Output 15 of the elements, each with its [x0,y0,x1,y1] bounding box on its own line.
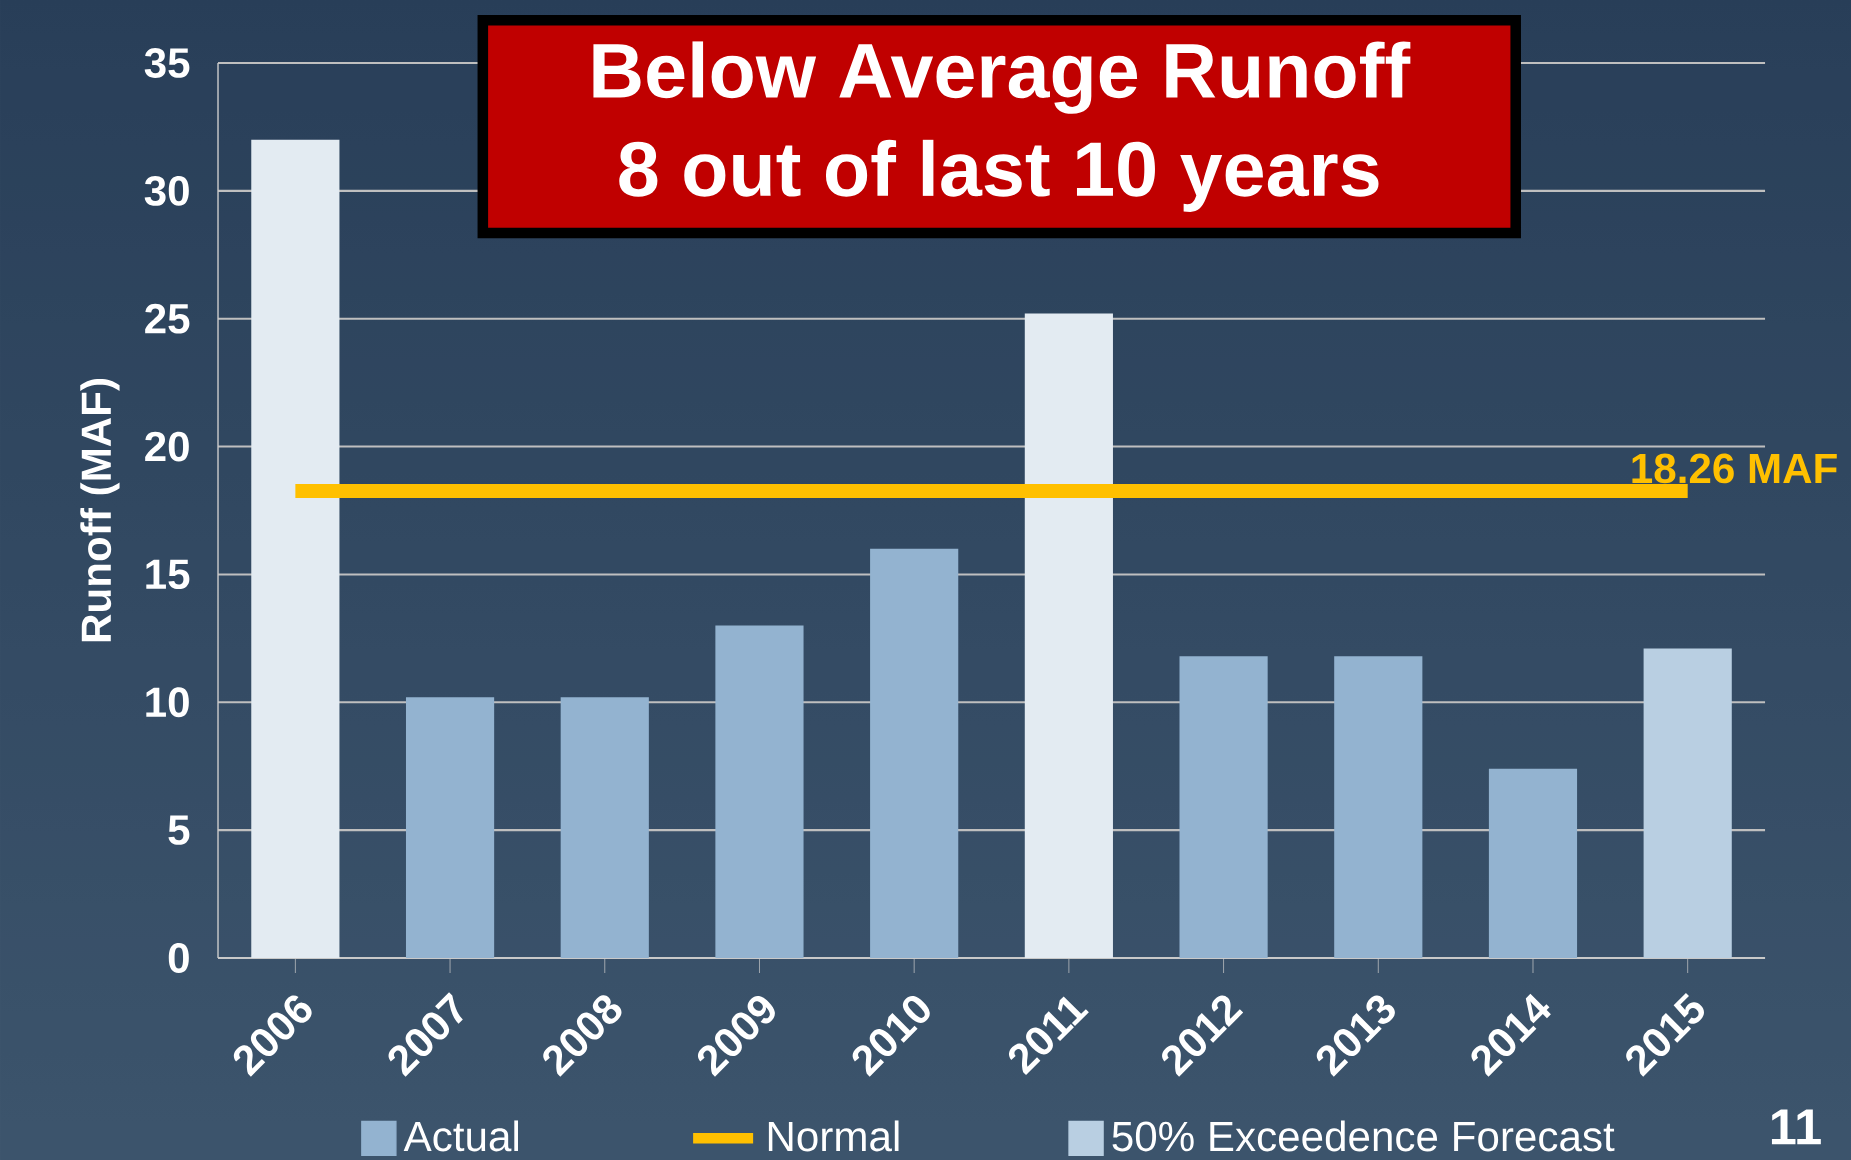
annotation: 18.26 MAF [1632,453,1837,484]
y-tick-label: 25 [145,303,190,334]
legend-label: Normal [768,1120,899,1152]
y-tick-label: 35 [144,48,190,78]
legend-label: 50% Exceedence Forecast [1112,1120,1615,1152]
y-tick-label: 5 [168,815,190,845]
legend-label: Actual [403,1120,518,1152]
y-tick-label: 20 [145,431,189,462]
y-tick-label: 15 [146,559,190,590]
y-tick-label: 30 [144,175,189,206]
y-tick-label: 10 [146,687,189,718]
chart-title: Below Average Runoff 8 out of last 10 years [593,41,1411,212]
y-tick-label: 0 [168,943,189,973]
text: 11 [1771,1109,1821,1145]
y-axis-title: Runoff (MAF) [80,379,120,642]
